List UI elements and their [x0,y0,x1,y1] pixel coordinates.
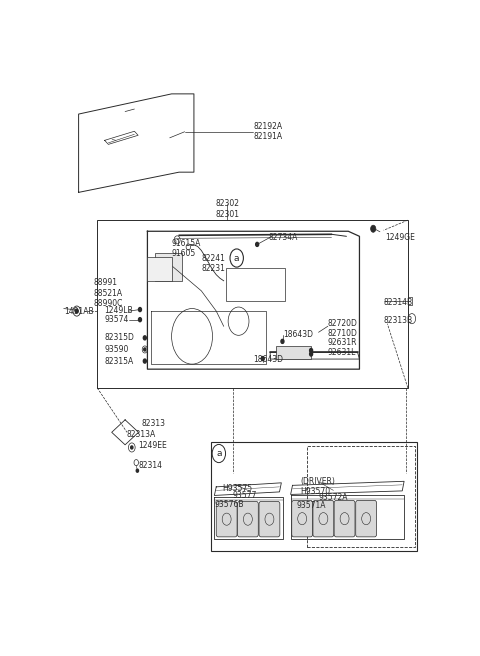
Text: 93574: 93574 [105,315,129,324]
Circle shape [136,469,139,472]
Bar [226,268,285,301]
Circle shape [139,308,142,312]
Text: 82313A: 82313A [127,430,156,439]
Circle shape [144,359,146,363]
Circle shape [261,356,264,361]
FancyBboxPatch shape [334,501,355,537]
Text: 1249GE: 1249GE [385,233,415,242]
Bar [276,346,311,359]
Text: 82313: 82313 [142,419,166,428]
Text: 93572A: 93572A [319,493,348,502]
Circle shape [144,336,146,340]
FancyBboxPatch shape [238,501,258,537]
Bar [155,253,181,281]
Text: 82241
82231: 82241 82231 [202,254,225,274]
Circle shape [371,225,376,232]
Text: a: a [234,253,240,262]
Text: H93575: H93575 [222,484,252,493]
Circle shape [139,318,142,321]
Text: 93577: 93577 [233,491,257,501]
Text: 82192A
82191A: 82192A 82191A [253,122,283,142]
Text: 1491AB: 1491AB [64,306,93,316]
Text: 91615A
91605: 91615A 91605 [172,239,201,258]
Text: 92631R
92631L: 92631R 92631L [328,338,357,357]
Text: 18643D: 18643D [283,331,313,339]
Circle shape [256,242,259,247]
Text: 82315D: 82315D [105,333,134,342]
Text: 82314B: 82314B [384,298,413,308]
Text: 82314: 82314 [138,461,162,470]
Bar [211,442,417,551]
Circle shape [131,446,133,449]
Text: 82313B: 82313B [384,316,413,325]
Text: 18643D: 18643D [253,354,283,363]
Bar [147,256,172,281]
Bar [307,447,415,547]
Text: 93590: 93590 [105,345,129,354]
Text: 82720D
82710D: 82720D 82710D [328,319,358,338]
FancyBboxPatch shape [259,501,280,537]
Circle shape [281,339,284,343]
Text: 88991
88521A
88990C: 88991 88521A 88990C [94,279,123,308]
Text: 93571A: 93571A [296,501,326,510]
Text: 1249LB: 1249LB [105,306,133,315]
Text: 93576B: 93576B [215,500,244,509]
Text: 82302
82301: 82302 82301 [216,199,240,218]
Circle shape [310,348,312,352]
FancyBboxPatch shape [292,501,312,537]
Circle shape [144,348,146,351]
FancyBboxPatch shape [313,501,334,537]
Circle shape [310,352,312,356]
Text: a: a [216,449,222,458]
Text: 1249EE: 1249EE [138,441,167,450]
Text: 82734A: 82734A [268,233,298,242]
Text: (DRIVER)
H93570: (DRIVER) H93570 [300,477,335,496]
FancyBboxPatch shape [216,501,237,537]
Bar [97,220,408,388]
FancyBboxPatch shape [356,501,377,537]
Text: 82315A: 82315A [105,357,134,365]
Circle shape [75,309,78,313]
